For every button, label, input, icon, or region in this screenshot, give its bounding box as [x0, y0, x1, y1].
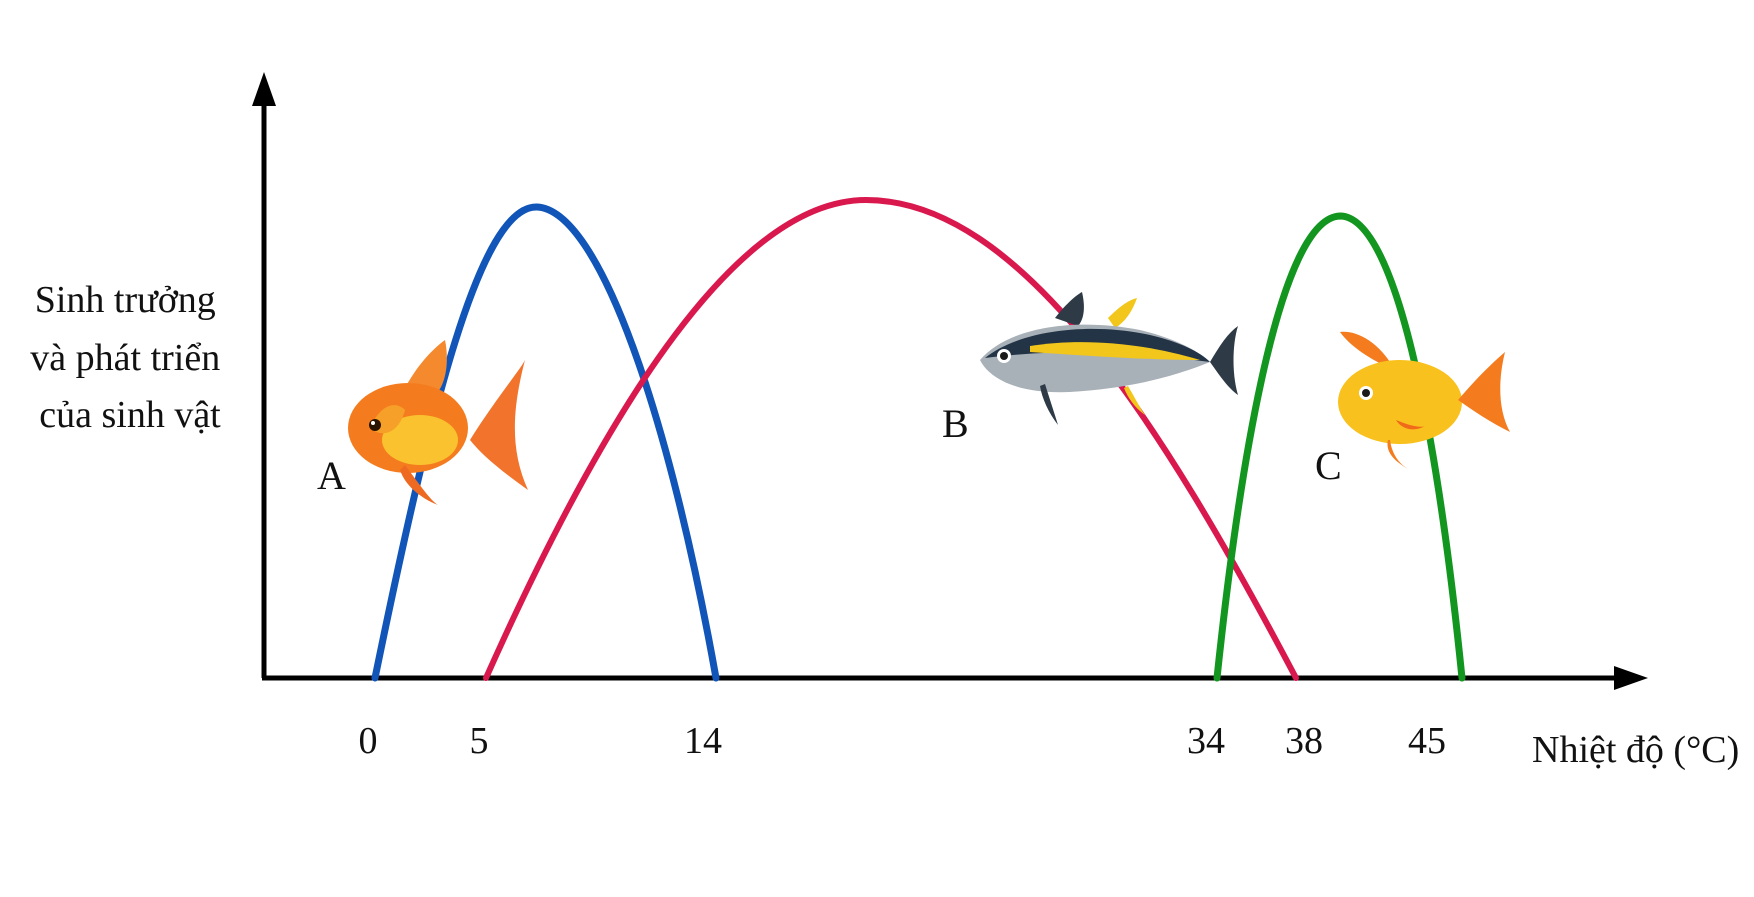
x-axis-label: Nhiệt độ (°C) — [1532, 729, 1739, 771]
label-c: C — [1315, 443, 1342, 488]
yellow-fish-icon — [1338, 331, 1510, 470]
x-tick-38: 38 — [1285, 720, 1323, 762]
label-b: B — [942, 401, 969, 446]
x-tick-14: 14 — [684, 720, 722, 762]
goldfish-icon — [348, 340, 528, 505]
curve-b — [483, 196, 1299, 681]
y-axis-label-line-2: và phát triển — [30, 337, 220, 379]
x-tick-0: 0 — [359, 720, 378, 762]
x-tick-5: 5 — [470, 720, 489, 762]
y-axis-label-line-1: Sinh trưởng — [35, 279, 216, 321]
x-axis-arrow — [1614, 666, 1648, 690]
x-tick-labels: 0 5 14 34 38 45 — [359, 720, 1447, 762]
curve-c — [1213, 212, 1466, 682]
tuna-icon — [980, 292, 1238, 425]
x-tick-34: 34 — [1187, 720, 1225, 762]
y-axis-arrow — [252, 72, 276, 106]
x-tick-45: 45 — [1408, 720, 1446, 762]
y-axis-label: Sinh trưởng và phát triển của sinh vật — [30, 279, 229, 436]
y-axis-label-line-3: của sinh vật — [39, 394, 221, 436]
label-a: A — [317, 453, 346, 498]
